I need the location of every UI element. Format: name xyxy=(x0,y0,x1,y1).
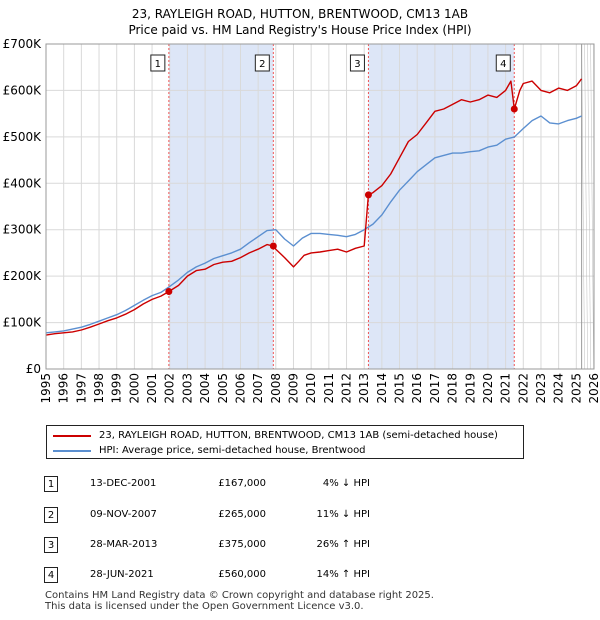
event-hpi-change: 26% ↑ HPI xyxy=(316,539,370,550)
table-row: 1 13-DEC-2001 £167,000 4% ↓ HPI xyxy=(0,476,600,496)
x-tick-label: 2009 xyxy=(286,373,300,404)
footer: Contains HM Land Registry data © Crown c… xyxy=(45,590,434,612)
event-number-box: 4 xyxy=(44,567,58,583)
x-tick-label: 2026 xyxy=(587,373,600,404)
event-price: £560,000 xyxy=(218,569,266,580)
x-tick-label: 2003 xyxy=(180,373,194,404)
event-number-box xyxy=(150,54,166,72)
event-date: 28-JUN-2021 xyxy=(90,569,154,580)
event-price: £375,000 xyxy=(218,539,266,550)
table-row: 2 09-NOV-2007 £265,000 11% ↓ HPI xyxy=(0,507,600,527)
event-number-label: 2 xyxy=(259,59,265,70)
sale-point xyxy=(165,287,173,295)
y-tick-label: £500K xyxy=(3,130,43,144)
marker-layer xyxy=(165,105,518,295)
hpi-series-line xyxy=(45,115,582,334)
x-tick-label: 2016 xyxy=(410,373,424,404)
legend-label-property: 23, RAYLEIGH ROAD, HUTTON, BRENTWOOD, CM… xyxy=(99,430,498,441)
sale-point xyxy=(510,105,518,113)
x-tick-label: 2002 xyxy=(163,373,177,404)
price-chart: £0 £100K £200K £300K £400K £500K £600K £700K 199… xyxy=(3,37,600,404)
x-tick-label: 2005 xyxy=(216,373,230,404)
ownership-period-band xyxy=(368,44,515,369)
x-tick-label: 2024 xyxy=(552,373,566,404)
event-number-label: 4 xyxy=(500,59,506,70)
x-tick-label: 2017 xyxy=(428,373,442,404)
legend-swatch-property xyxy=(53,435,91,437)
x-tick-label: 2012 xyxy=(340,373,354,404)
forecast-hatch xyxy=(584,43,588,370)
y-tick-label: £300K xyxy=(3,223,43,237)
forecast-hatch xyxy=(587,43,591,370)
legend: 23, RAYLEIGH ROAD, HUTTON, BRENTWOOD, CM… xyxy=(46,425,524,459)
title-line-1: 23, RAYLEIGH ROAD, HUTTON, BRENTWOOD, CM… xyxy=(131,7,469,21)
x-tick-label: 1999 xyxy=(110,373,124,404)
x-tick-label: 2001 xyxy=(145,373,159,404)
sale-point xyxy=(364,191,372,199)
x-tick-label: 2010 xyxy=(304,373,318,404)
table-row: 4 28-JUN-2021 £560,000 14% ↑ HPI xyxy=(0,567,600,587)
x-tick-label: 2020 xyxy=(481,373,495,404)
x-tick-label: 2023 xyxy=(534,373,548,404)
event-number-label: 1 xyxy=(155,59,161,70)
ownership-period-band xyxy=(168,44,274,369)
shade-layer xyxy=(168,44,515,369)
event-number-box: 3 xyxy=(44,537,58,553)
event-number-label: 3 xyxy=(354,59,360,70)
legend-label-hpi: HPI: Average price, semi-detached house,… xyxy=(99,445,366,456)
table-row: 3 28-MAR-2013 £375,000 26% ↑ HPI xyxy=(0,537,600,557)
event-box-layer: 1 2 3 4 xyxy=(150,54,511,72)
x-tick-label: 2004 xyxy=(198,373,212,404)
event-date: 09-NOV-2007 xyxy=(90,509,157,520)
x-tick-label: 1995 xyxy=(39,373,53,404)
x-tick-label: 2007 xyxy=(251,373,265,404)
forecast-hatch xyxy=(590,43,594,370)
series-layer xyxy=(45,78,583,336)
x-tick-label: 2025 xyxy=(569,373,583,404)
x-tick-label: 2019 xyxy=(463,373,477,404)
axis-layer: £0 £100K £200K £300K £400K £500K £600K £700K 199… xyxy=(3,37,600,404)
x-tick-label: 1997 xyxy=(74,373,88,404)
title-line-2: Price paid vs. HM Land Registry's House … xyxy=(128,23,472,37)
x-tick-label: 2006 xyxy=(233,373,247,404)
event-hpi-change: 4% ↓ HPI xyxy=(322,478,370,489)
event-number-box xyxy=(254,54,270,72)
x-tick-label: 2011 xyxy=(322,373,336,404)
event-date: 13-DEC-2001 xyxy=(90,478,157,489)
x-tick-label: 1996 xyxy=(57,373,71,404)
event-number-box: 1 xyxy=(44,476,58,492)
event-date: 28-MAR-2013 xyxy=(90,539,158,550)
sale-point xyxy=(269,242,277,250)
footer-line-1: Contains HM Land Registry data © Crown c… xyxy=(45,590,434,601)
y-tick-label: £200K xyxy=(3,269,43,283)
event-number-box xyxy=(495,54,511,72)
event-hpi-change: 11% ↓ HPI xyxy=(316,509,370,520)
property-series-line xyxy=(45,78,583,336)
x-tick-label: 2021 xyxy=(499,373,513,404)
x-tick-label: 1998 xyxy=(92,373,106,404)
x-tick-label: 2013 xyxy=(357,373,371,404)
x-tick-label: 2000 xyxy=(127,373,141,404)
chart-title: 23, RAYLEIGH ROAD, HUTTON, BRENTWOOD, CM… xyxy=(0,6,600,38)
y-tick-label: £100K xyxy=(3,316,43,330)
y-tick-label: £400K xyxy=(3,176,43,190)
y-tick-label: £0 xyxy=(26,362,41,376)
event-price: £167,000 xyxy=(218,478,266,489)
event-price: £265,000 xyxy=(218,509,266,520)
plot-border xyxy=(45,43,595,370)
x-tick-label: 2008 xyxy=(269,373,283,404)
event-number-box: 2 xyxy=(44,507,58,523)
footer-line-2: This data is licensed under the Open Gov… xyxy=(45,601,364,612)
x-tick-label: 2015 xyxy=(393,373,407,404)
y-tick-label: £700K xyxy=(3,37,43,51)
x-tick-label: 2014 xyxy=(375,373,389,404)
x-tick-label: 2022 xyxy=(516,373,530,404)
y-tick-label: £600K xyxy=(3,83,43,97)
legend-swatch-hpi xyxy=(53,450,91,452)
event-number-box xyxy=(349,54,365,72)
event-hpi-change: 14% ↑ HPI xyxy=(316,569,370,580)
x-tick-label: 2018 xyxy=(446,373,460,404)
